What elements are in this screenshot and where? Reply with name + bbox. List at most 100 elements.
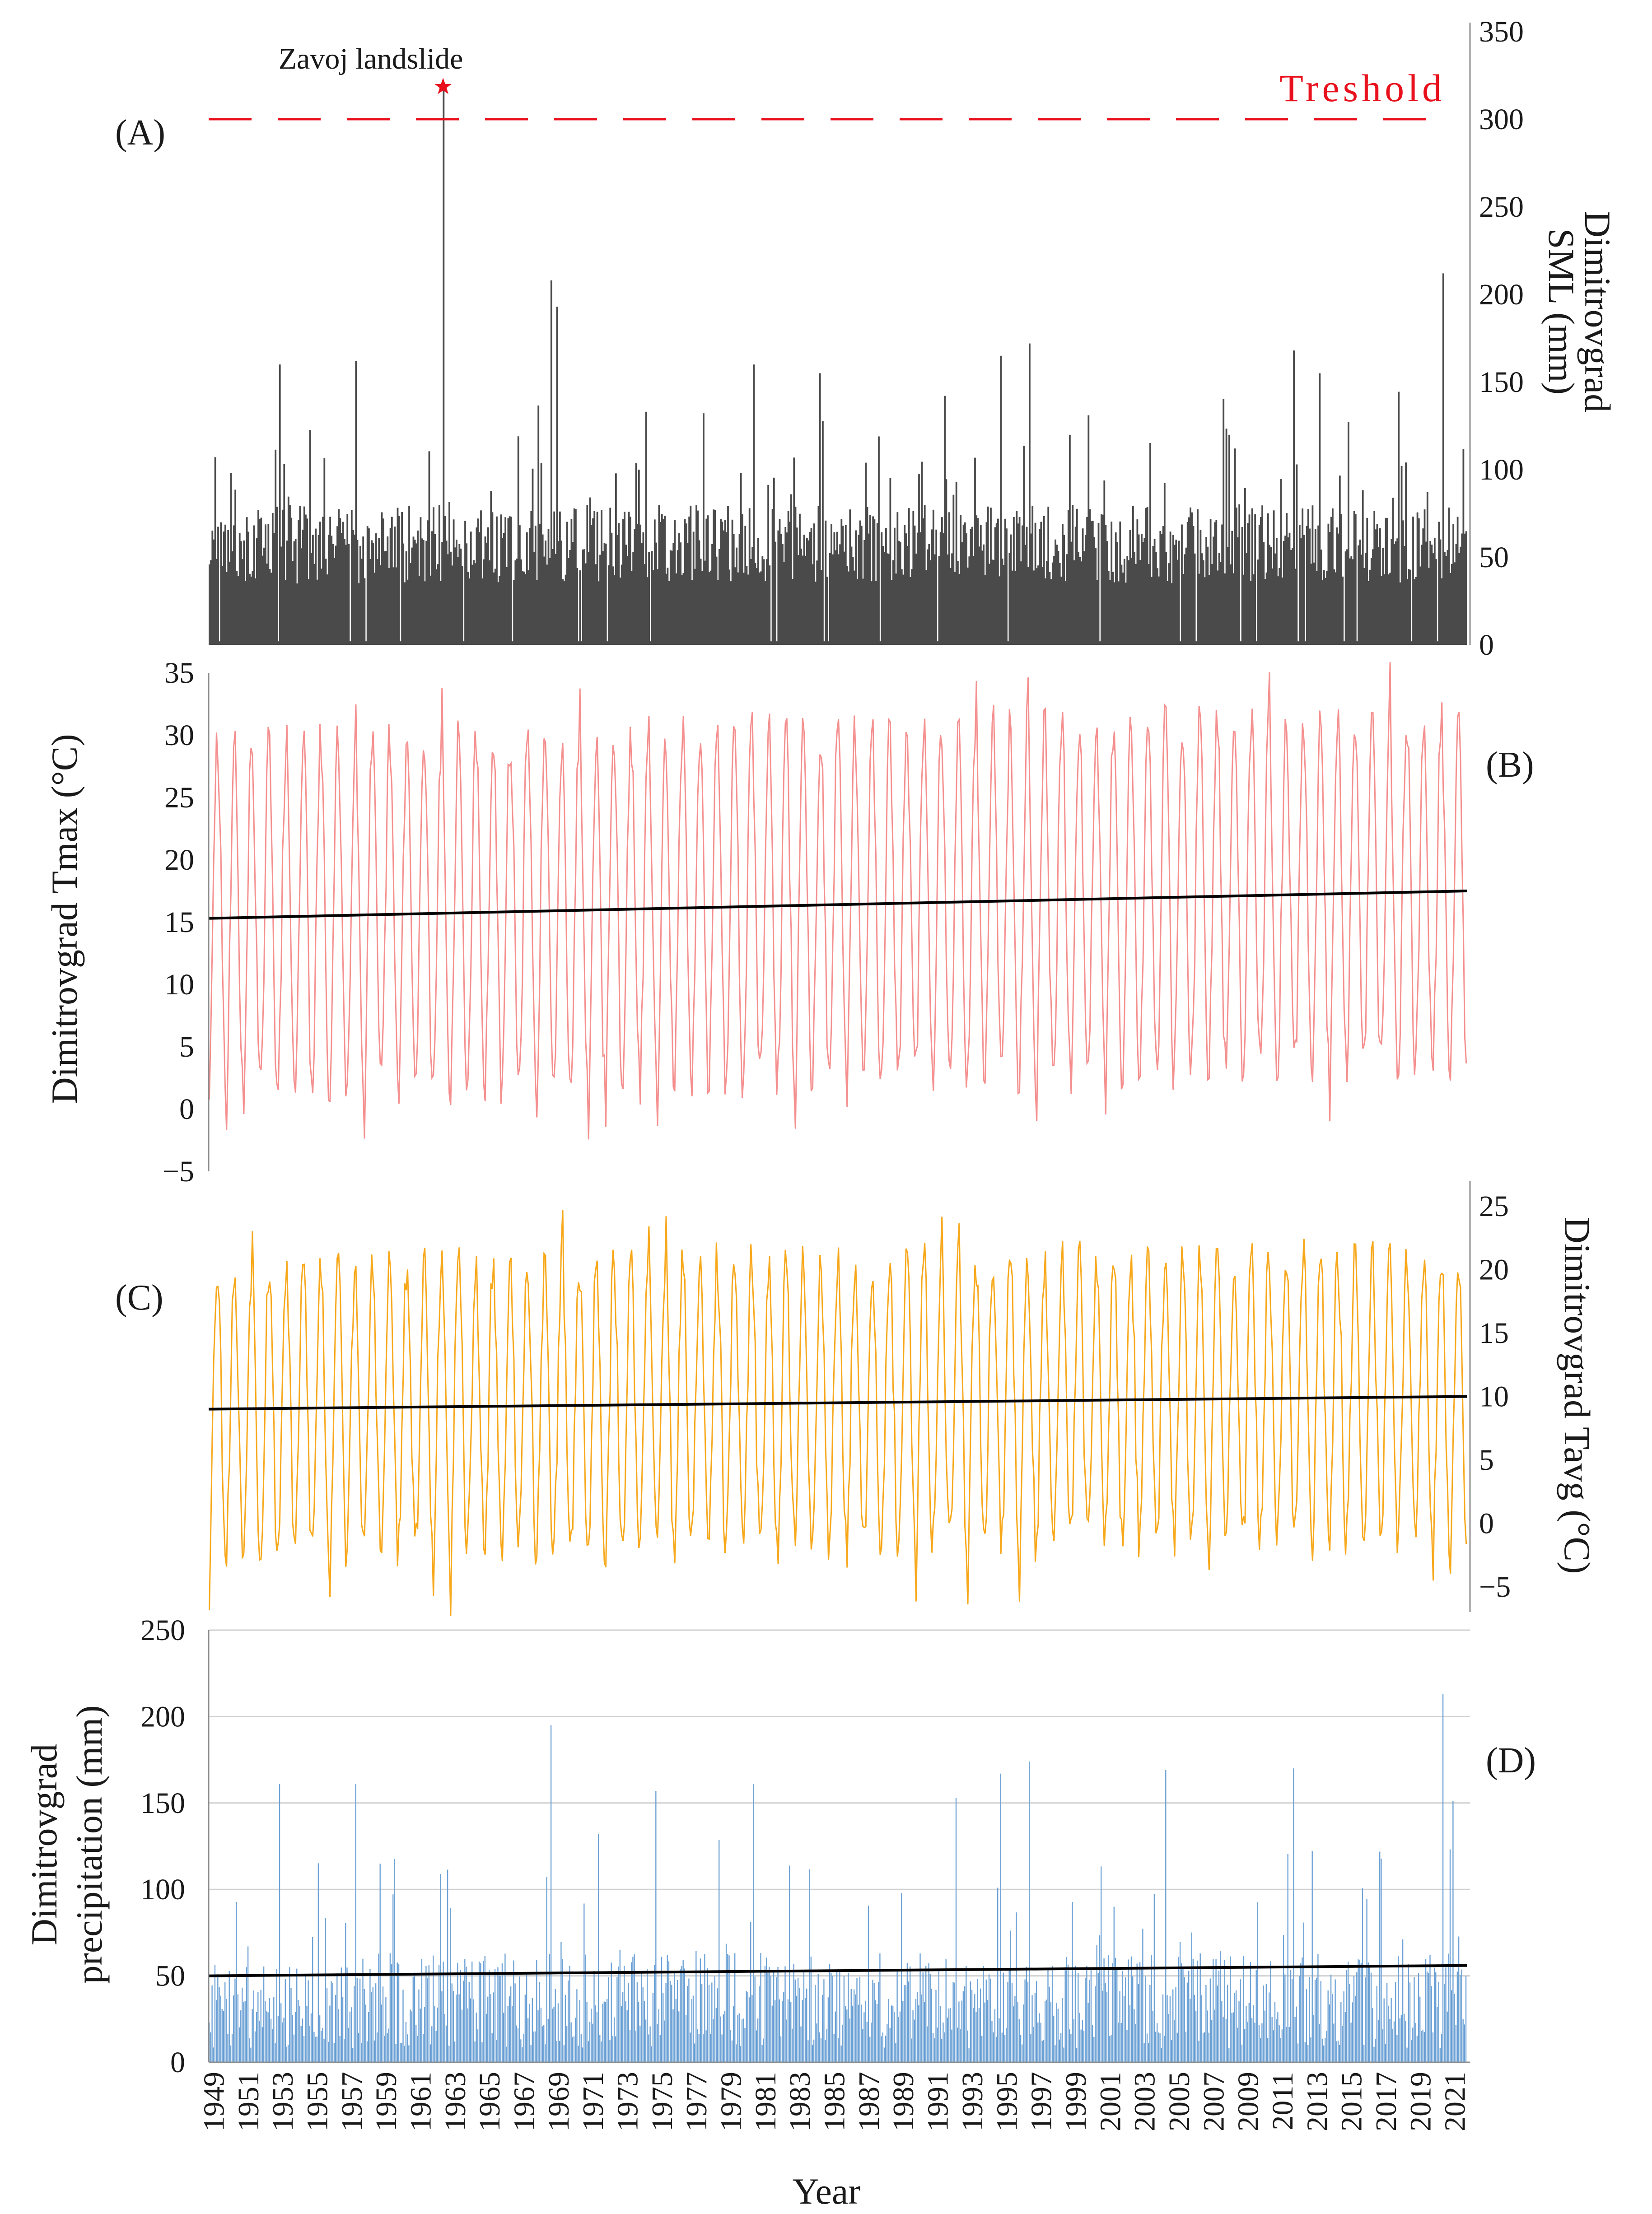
sml-bar: [635, 463, 637, 645]
precip-bar: [256, 2012, 257, 2062]
sml-bar: [825, 520, 827, 645]
precip-bar: [829, 1964, 831, 2062]
precip-bar: [514, 1983, 516, 2062]
sml-bar: [750, 559, 752, 645]
precip-bar: [983, 1966, 984, 2062]
precip-bar: [503, 2013, 504, 2062]
sml-bar: [549, 558, 551, 645]
sml-bar: [493, 572, 495, 645]
sml-bar: [394, 527, 396, 645]
precip-bar: [345, 1923, 346, 2062]
sml-bar: [1192, 526, 1195, 645]
precip-bar: [227, 2034, 229, 2062]
sml-bar: [616, 535, 618, 645]
precip-bar: [647, 1968, 648, 2062]
precip-bar: [406, 2034, 408, 2062]
precip-bar: [1323, 2045, 1325, 2062]
sml-bar: [1073, 560, 1075, 645]
tmax-y-tick-label: 30: [164, 719, 194, 752]
sml-bar: [873, 519, 876, 645]
year-tick-label: 1993: [956, 2072, 989, 2131]
precip-bar: [1146, 2033, 1148, 2062]
precip-bar: [1201, 1995, 1202, 2062]
sml-bar: [566, 522, 568, 645]
sml-bar: [1213, 536, 1214, 645]
sml-bar: [1311, 505, 1314, 645]
precip-bar: [1456, 1972, 1458, 2062]
sml-bar: [876, 523, 878, 645]
precip-bar: [467, 2008, 468, 2062]
precip-bar: [1236, 1990, 1237, 2062]
tmax-y-tick-label: 15: [164, 906, 194, 939]
precip-bar: [1220, 1951, 1221, 2062]
sml-bar: [366, 526, 369, 645]
precip-bar: [280, 2003, 282, 2062]
sml-bar: [275, 449, 277, 645]
precip-bar: [348, 2028, 349, 2062]
sml-bar: [790, 494, 792, 645]
sml-bar: [230, 473, 232, 645]
sml-bar: [1284, 536, 1286, 645]
sml-bar: [555, 554, 557, 645]
precip-bar: [1221, 2001, 1223, 2062]
sml-bar: [1382, 548, 1384, 645]
sml-bar: [724, 520, 726, 645]
precip-bar: [1128, 1959, 1129, 2062]
sml-bar: [444, 516, 446, 645]
sml-bar: [280, 546, 282, 645]
precip-bar: [325, 1918, 326, 2062]
precip-bar: [1179, 1942, 1181, 2062]
precip-bar: [885, 2035, 887, 2062]
sml-bar: [721, 522, 723, 645]
sml-bar: [496, 516, 498, 645]
sml-bar: [625, 545, 627, 645]
panel-a-sml-chart: Treshold Zavoj landslide 050100150200250…: [115, 15, 1618, 662]
precip-bar: [1314, 1980, 1316, 2062]
precip-bar: [1010, 1930, 1011, 2062]
precip-bar: [473, 1999, 474, 2062]
sml-bar: [1136, 519, 1139, 645]
sml-bar: [882, 546, 884, 645]
sml-bar: [667, 568, 669, 645]
sml-bar: [1231, 531, 1233, 645]
sml-bar: [968, 556, 971, 645]
year-tick-label: 1987: [853, 2072, 886, 2131]
sml-bar: [481, 578, 484, 645]
sml-bar: [1391, 539, 1393, 645]
sml-bar: [1261, 505, 1263, 645]
precip-bar: [1270, 1961, 1271, 2062]
sml-bar: [1250, 581, 1252, 645]
sml-bar: [546, 564, 548, 645]
precip-bar: [997, 1888, 999, 2062]
sml-y-tick-label: 150: [1479, 366, 1524, 399]
precip-bar: [417, 2036, 418, 2062]
sml-bar: [1348, 422, 1349, 645]
precip-bar: [1258, 2025, 1260, 2062]
sml-bar: [456, 540, 457, 645]
sml-bar: [384, 551, 386, 645]
precip-bar: [782, 2000, 783, 2062]
sml-bar: [1103, 480, 1106, 645]
precip-bar: [341, 1967, 342, 2062]
precip-bar: [333, 2043, 335, 2062]
sml-bar: [860, 526, 863, 645]
sml-bar: [516, 559, 518, 645]
sml-bar: [1218, 553, 1220, 645]
precip-bar: [1049, 1986, 1050, 2062]
precip-bar: [1354, 1995, 1356, 2062]
precip-bar: [410, 2009, 411, 2062]
precip-bar: [1452, 1801, 1454, 2062]
sml-bar: [289, 505, 291, 645]
sml-bar: [427, 520, 429, 645]
precip-bar: [234, 1978, 236, 2062]
sml-bar: [823, 641, 825, 645]
sml-bar: [1120, 564, 1123, 645]
sml-bar: [1024, 545, 1027, 645]
precip-bar: [516, 2025, 517, 2062]
sml-bar: [1043, 516, 1045, 645]
precip-bar: [547, 2018, 549, 2062]
precip-bar: [309, 2026, 310, 2062]
sml-bar: [1064, 581, 1067, 645]
precip-bar: [539, 1981, 540, 2062]
sml-bar: [1079, 557, 1081, 645]
